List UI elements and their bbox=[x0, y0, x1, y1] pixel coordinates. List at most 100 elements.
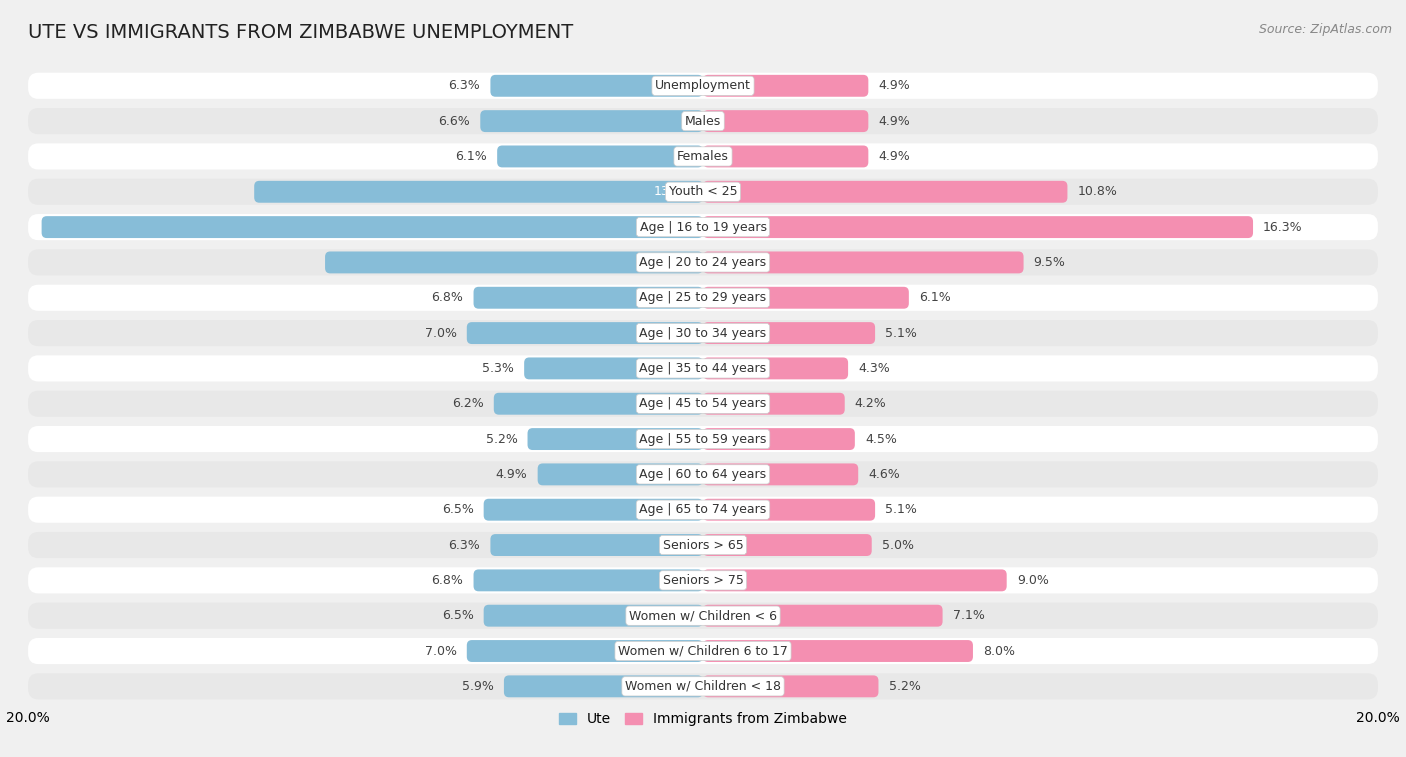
FancyBboxPatch shape bbox=[467, 640, 703, 662]
Text: 5.1%: 5.1% bbox=[886, 503, 917, 516]
FancyBboxPatch shape bbox=[498, 145, 703, 167]
FancyBboxPatch shape bbox=[28, 426, 1378, 452]
Text: 10.8%: 10.8% bbox=[1077, 185, 1118, 198]
Text: 5.2%: 5.2% bbox=[485, 432, 517, 446]
FancyBboxPatch shape bbox=[28, 355, 1378, 382]
Text: Age | 45 to 54 years: Age | 45 to 54 years bbox=[640, 397, 766, 410]
FancyBboxPatch shape bbox=[474, 569, 703, 591]
Text: 6.6%: 6.6% bbox=[439, 114, 470, 128]
FancyBboxPatch shape bbox=[467, 322, 703, 344]
Text: Youth < 25: Youth < 25 bbox=[669, 185, 737, 198]
Text: Age | 65 to 74 years: Age | 65 to 74 years bbox=[640, 503, 766, 516]
Text: Age | 55 to 59 years: Age | 55 to 59 years bbox=[640, 432, 766, 446]
Text: 5.3%: 5.3% bbox=[482, 362, 515, 375]
FancyBboxPatch shape bbox=[28, 391, 1378, 417]
Text: Seniors > 65: Seniors > 65 bbox=[662, 538, 744, 552]
Text: 6.3%: 6.3% bbox=[449, 538, 481, 552]
Text: 7.1%: 7.1% bbox=[953, 609, 984, 622]
Text: 5.2%: 5.2% bbox=[889, 680, 921, 693]
Text: 6.1%: 6.1% bbox=[456, 150, 486, 163]
Text: 6.5%: 6.5% bbox=[441, 503, 474, 516]
FancyBboxPatch shape bbox=[28, 603, 1378, 629]
FancyBboxPatch shape bbox=[28, 214, 1378, 240]
FancyBboxPatch shape bbox=[42, 217, 703, 238]
Text: Seniors > 75: Seniors > 75 bbox=[662, 574, 744, 587]
FancyBboxPatch shape bbox=[703, 217, 1253, 238]
FancyBboxPatch shape bbox=[491, 534, 703, 556]
FancyBboxPatch shape bbox=[325, 251, 703, 273]
FancyBboxPatch shape bbox=[703, 75, 869, 97]
Text: Unemployment: Unemployment bbox=[655, 79, 751, 92]
FancyBboxPatch shape bbox=[703, 287, 908, 309]
Text: Women w/ Children 6 to 17: Women w/ Children 6 to 17 bbox=[619, 644, 787, 658]
Text: 7.0%: 7.0% bbox=[425, 326, 457, 340]
Text: 6.5%: 6.5% bbox=[441, 609, 474, 622]
Text: 7.0%: 7.0% bbox=[425, 644, 457, 658]
FancyBboxPatch shape bbox=[28, 461, 1378, 488]
Text: 19.6%: 19.6% bbox=[654, 220, 693, 234]
Text: 6.2%: 6.2% bbox=[451, 397, 484, 410]
Text: 6.8%: 6.8% bbox=[432, 291, 464, 304]
FancyBboxPatch shape bbox=[481, 111, 703, 132]
FancyBboxPatch shape bbox=[28, 567, 1378, 593]
FancyBboxPatch shape bbox=[494, 393, 703, 415]
Text: 16.3%: 16.3% bbox=[1263, 220, 1303, 234]
FancyBboxPatch shape bbox=[28, 673, 1378, 699]
Text: UTE VS IMMIGRANTS FROM ZIMBABWE UNEMPLOYMENT: UTE VS IMMIGRANTS FROM ZIMBABWE UNEMPLOY… bbox=[28, 23, 574, 42]
FancyBboxPatch shape bbox=[703, 640, 973, 662]
FancyBboxPatch shape bbox=[28, 320, 1378, 346]
FancyBboxPatch shape bbox=[28, 638, 1378, 664]
FancyBboxPatch shape bbox=[703, 499, 875, 521]
Text: Males: Males bbox=[685, 114, 721, 128]
FancyBboxPatch shape bbox=[484, 499, 703, 521]
Text: 5.1%: 5.1% bbox=[886, 326, 917, 340]
FancyBboxPatch shape bbox=[703, 428, 855, 450]
FancyBboxPatch shape bbox=[703, 251, 1024, 273]
Legend: Ute, Immigrants from Zimbabwe: Ute, Immigrants from Zimbabwe bbox=[554, 707, 852, 732]
FancyBboxPatch shape bbox=[537, 463, 703, 485]
FancyBboxPatch shape bbox=[28, 285, 1378, 311]
FancyBboxPatch shape bbox=[28, 73, 1378, 99]
FancyBboxPatch shape bbox=[524, 357, 703, 379]
Text: 6.1%: 6.1% bbox=[920, 291, 950, 304]
FancyBboxPatch shape bbox=[703, 181, 1067, 203]
FancyBboxPatch shape bbox=[28, 497, 1378, 523]
Text: Source: ZipAtlas.com: Source: ZipAtlas.com bbox=[1258, 23, 1392, 36]
FancyBboxPatch shape bbox=[703, 605, 942, 627]
Text: Age | 20 to 24 years: Age | 20 to 24 years bbox=[640, 256, 766, 269]
FancyBboxPatch shape bbox=[703, 675, 879, 697]
Text: 9.0%: 9.0% bbox=[1017, 574, 1049, 587]
FancyBboxPatch shape bbox=[28, 143, 1378, 170]
FancyBboxPatch shape bbox=[28, 249, 1378, 276]
Text: Women w/ Children < 18: Women w/ Children < 18 bbox=[626, 680, 780, 693]
Text: 4.9%: 4.9% bbox=[879, 79, 910, 92]
FancyBboxPatch shape bbox=[28, 179, 1378, 205]
Text: 13.3%: 13.3% bbox=[654, 185, 693, 198]
FancyBboxPatch shape bbox=[703, 357, 848, 379]
Text: Age | 60 to 64 years: Age | 60 to 64 years bbox=[640, 468, 766, 481]
Text: Age | 30 to 34 years: Age | 30 to 34 years bbox=[640, 326, 766, 340]
Text: Age | 25 to 29 years: Age | 25 to 29 years bbox=[640, 291, 766, 304]
Text: 4.9%: 4.9% bbox=[496, 468, 527, 481]
Text: 4.5%: 4.5% bbox=[865, 432, 897, 446]
Text: 9.5%: 9.5% bbox=[1033, 256, 1066, 269]
Text: Age | 16 to 19 years: Age | 16 to 19 years bbox=[640, 220, 766, 234]
FancyBboxPatch shape bbox=[484, 605, 703, 627]
Text: 4.9%: 4.9% bbox=[879, 114, 910, 128]
FancyBboxPatch shape bbox=[703, 534, 872, 556]
FancyBboxPatch shape bbox=[703, 145, 869, 167]
Text: 5.9%: 5.9% bbox=[463, 680, 494, 693]
FancyBboxPatch shape bbox=[503, 675, 703, 697]
FancyBboxPatch shape bbox=[491, 75, 703, 97]
Text: Females: Females bbox=[678, 150, 728, 163]
Text: 4.9%: 4.9% bbox=[879, 150, 910, 163]
FancyBboxPatch shape bbox=[527, 428, 703, 450]
FancyBboxPatch shape bbox=[703, 111, 869, 132]
Text: Women w/ Children < 6: Women w/ Children < 6 bbox=[628, 609, 778, 622]
Text: 4.2%: 4.2% bbox=[855, 397, 887, 410]
FancyBboxPatch shape bbox=[703, 569, 1007, 591]
Text: 6.3%: 6.3% bbox=[449, 79, 481, 92]
Text: 8.0%: 8.0% bbox=[983, 644, 1015, 658]
Text: 11.2%: 11.2% bbox=[654, 256, 693, 269]
FancyBboxPatch shape bbox=[703, 322, 875, 344]
